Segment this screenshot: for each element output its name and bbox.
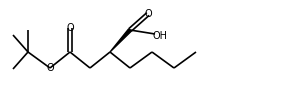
Polygon shape [110,29,131,52]
Text: O: O [144,9,152,19]
Text: OH: OH [153,31,168,41]
Text: O: O [46,63,54,73]
Text: O: O [66,23,74,33]
